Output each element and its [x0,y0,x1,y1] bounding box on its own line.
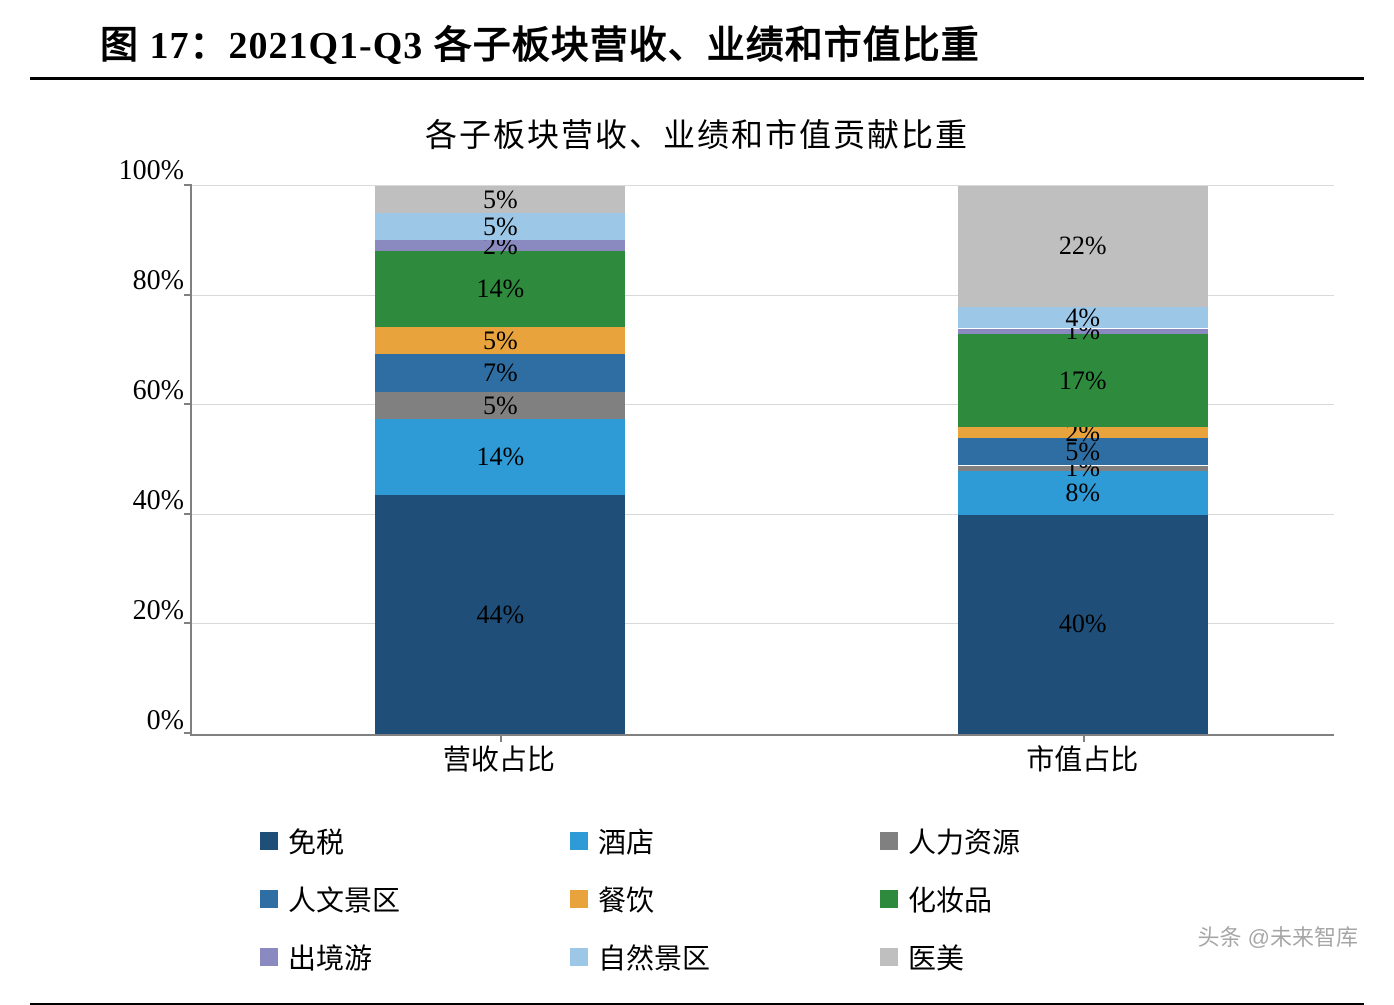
bar-column: 44%14%5%7%5%14%2%5%5% [375,186,625,734]
bar-column: 40%8%1%5%2%17%1%4%22% [958,186,1208,734]
bar-segment: 5% [375,327,625,354]
segment-label: 5% [483,212,518,242]
legend-swatch [880,832,898,850]
y-tick-label: 40% [133,485,184,517]
y-tick-label: 100% [119,155,184,187]
segment-label: 22% [1059,231,1107,261]
bar-segment: 40% [958,515,1208,734]
segment-label: 17% [1059,366,1107,396]
segment-label: 44% [476,600,524,630]
y-tick-label: 60% [133,375,184,407]
legend-item: 自然景区 [570,937,880,977]
legend-label: 出境游 [288,937,372,977]
legend-swatch [880,890,898,908]
bar-segment: 17% [958,334,1208,427]
legend-swatch [260,832,278,850]
y-tick-mark [184,294,192,296]
legend-item: 酒店 [570,821,880,861]
y-axis: 0%20%40%60%80%100% [100,186,190,736]
bar-segment: 2% [375,240,625,251]
figure-title: 图 17：2021Q1-Q3 各子板块营收、业绩和市值比重 [30,0,1364,80]
legend-label: 医美 [908,937,964,977]
bar-segment: 22% [958,186,1208,307]
bar-segment: 44% [375,495,625,734]
bar-segment: 5% [375,392,625,419]
legend-item: 免税 [260,821,570,861]
chart-area: 0%20%40%60%80%100% 44%14%5%7%5%14%2%5%5%… [100,186,1334,766]
y-tick-label: 20% [133,595,184,627]
segment-label: 14% [476,442,524,472]
bar-segment: 4% [958,307,1208,329]
bar-segment: 14% [375,251,625,327]
x-axis-labels: 营收占比 市值占比 [190,738,1334,778]
segment-label: 40% [1059,609,1107,639]
y-tick-mark [184,732,192,734]
legend-label: 自然景区 [598,937,710,977]
legend-swatch [570,890,588,908]
legend-swatch [880,948,898,966]
bar-segment: 5% [375,213,625,240]
y-tick-label: 0% [147,705,184,737]
bar-segment: 2% [958,427,1208,438]
legend-item: 医美 [880,937,1190,977]
chart-subtitle: 各子板块营收、业绩和市值贡献比重 [0,110,1394,156]
y-tick-label: 80% [133,265,184,297]
watermark-text: 头条 @未来智库 [1198,920,1358,952]
legend-swatch [570,948,588,966]
y-tick-mark [184,184,192,186]
bar-segment: 14% [375,419,625,495]
bar-segment: 5% [375,186,625,213]
y-tick-mark [184,513,192,515]
legend-swatch [260,890,278,908]
segment-label: 5% [483,391,518,421]
legend: 免税 酒店 人力资源人文景区 餐饮 化妆品出境游 自然景区 医美 [260,821,1394,977]
x-axis-label: 营收占比 [443,738,555,778]
segment-label: 5% [483,185,518,215]
legend-item: 餐饮 [570,879,880,919]
segment-label: 4% [1065,303,1100,333]
legend-item: 化妆品 [880,879,1190,919]
legend-label: 餐饮 [598,879,654,919]
legend-label: 人力资源 [908,821,1020,861]
legend-item: 人文景区 [260,879,570,919]
legend-label: 酒店 [598,821,654,861]
legend-item: 出境游 [260,937,570,977]
legend-swatch [570,832,588,850]
y-tick-mark [184,403,192,405]
plot-region: 44%14%5%7%5%14%2%5%5%40%8%1%5%2%17%1%4%2… [190,186,1334,736]
legend-label: 化妆品 [908,879,992,919]
segment-label: 14% [476,274,524,304]
segment-label: 7% [483,358,518,388]
legend-item: 人力资源 [880,821,1190,861]
legend-label: 人文景区 [288,879,400,919]
legend-swatch [260,948,278,966]
legend-label: 免税 [288,821,344,861]
y-tick-mark [184,622,192,624]
x-axis-label: 市值占比 [1026,738,1138,778]
bar-segment: 7% [375,354,625,392]
segment-label: 5% [483,326,518,356]
